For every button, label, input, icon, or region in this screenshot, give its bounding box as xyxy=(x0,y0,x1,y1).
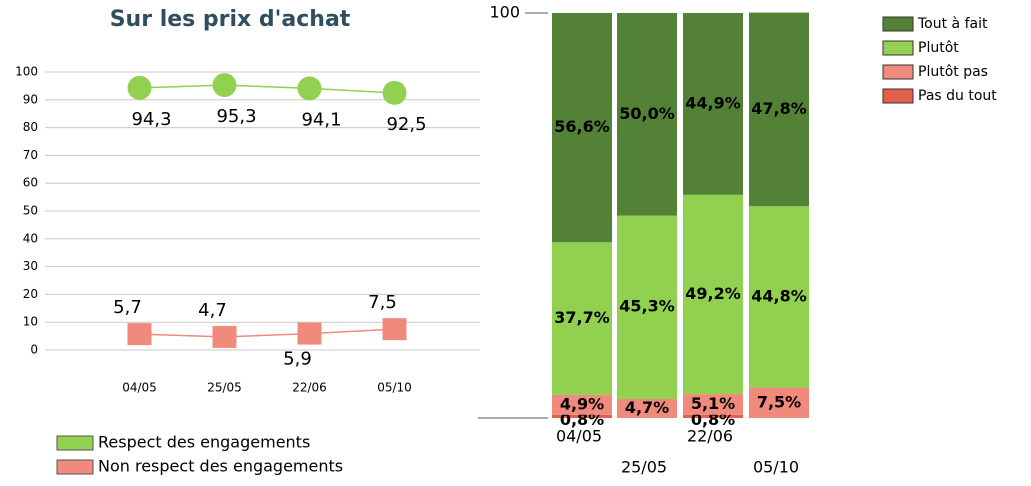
legend-swatch xyxy=(882,40,914,56)
y-tick-label: 30 xyxy=(23,259,38,273)
y-tick-label: 90 xyxy=(23,92,38,106)
data-label: 56,6% xyxy=(554,117,610,136)
legend-label: Plutôt xyxy=(918,40,959,56)
data-label: 7,5% xyxy=(757,392,801,411)
data-label: 4,7 xyxy=(198,300,227,321)
x-tick-label: 04/05 xyxy=(556,427,602,446)
data-label: 47,8% xyxy=(751,99,807,118)
legend-swatch xyxy=(56,459,94,475)
bar-segment xyxy=(552,13,612,243)
data-label: 50,0% xyxy=(619,104,675,123)
legend-label: Tout à fait xyxy=(917,16,988,32)
marker xyxy=(127,323,152,346)
bar-segment xyxy=(617,398,677,418)
y-tick-label: 0 xyxy=(30,343,38,357)
data-label: 5,9 xyxy=(283,349,312,370)
data-label: 95,3 xyxy=(216,106,256,127)
y-tick-label: 70 xyxy=(23,148,38,162)
x-tick-label: 25/05 xyxy=(621,458,667,477)
x-tick-label: 05/10 xyxy=(377,381,412,395)
legend-swatch xyxy=(882,88,914,104)
marker xyxy=(297,76,322,101)
x-tick-label: 05/10 xyxy=(753,458,799,477)
legend-swatch xyxy=(882,64,914,80)
data-label: 7,5 xyxy=(368,292,397,313)
legend-label: Pas du tout xyxy=(918,88,997,104)
data-label: 5,7 xyxy=(113,297,142,318)
x-tick-label: 22/06 xyxy=(687,427,733,446)
marker xyxy=(212,325,237,348)
bar-segment xyxy=(683,13,743,195)
y-tick-label: 60 xyxy=(23,176,38,190)
data-label: 44,9% xyxy=(685,93,741,112)
bar-segment xyxy=(617,215,677,399)
legend-label: Plutôt pas xyxy=(918,64,988,80)
data-label: 44,8% xyxy=(751,286,807,305)
bar-segment xyxy=(552,414,612,418)
marker xyxy=(127,75,152,100)
data-label: 4,9% xyxy=(560,394,604,413)
x-tick-label: 25/05 xyxy=(207,381,242,395)
bar-segment xyxy=(683,394,743,415)
data-label: 92,5 xyxy=(386,114,426,135)
line xyxy=(139,84,395,94)
marker xyxy=(382,80,407,105)
bar-segment xyxy=(749,206,809,388)
data-label: 37,7% xyxy=(554,308,610,327)
bar-segment xyxy=(683,414,743,418)
y-tick-label: 100 xyxy=(15,65,38,79)
y-tick-label: 10 xyxy=(23,315,38,329)
bar-segment xyxy=(552,242,612,395)
data-label: 5,1% xyxy=(691,394,735,413)
y-tick-label: 50 xyxy=(23,204,38,218)
bar-segment xyxy=(683,194,743,395)
bar-segment xyxy=(749,387,809,418)
bar-segment xyxy=(617,13,677,216)
x-tick-label: 22/06 xyxy=(292,381,327,395)
y-tick-label: 100 xyxy=(489,3,520,22)
data-label: 49,2% xyxy=(685,284,741,303)
legend-swatch xyxy=(882,16,914,32)
x-tick-label: 04/05 xyxy=(122,381,157,395)
chart-title: Sur les prix d'achat xyxy=(110,7,351,32)
data-label: 94,1 xyxy=(301,109,341,130)
y-tick-label: 80 xyxy=(23,120,38,134)
bar-segment xyxy=(552,394,612,415)
marker xyxy=(212,73,237,98)
data-label: 45,3% xyxy=(619,297,675,316)
legend-swatch xyxy=(56,435,94,451)
marker xyxy=(297,322,322,345)
y-tick-label: 40 xyxy=(23,231,38,245)
legend-label: Respect des engagements xyxy=(98,433,310,452)
line xyxy=(139,328,395,338)
data-label: 4,7% xyxy=(625,398,669,417)
y-tick-label: 20 xyxy=(23,287,38,301)
legend-label: Non respect des engagements xyxy=(98,457,343,476)
bar-segment xyxy=(749,12,809,207)
data-label: 94,3 xyxy=(131,109,171,130)
marker xyxy=(382,318,407,341)
